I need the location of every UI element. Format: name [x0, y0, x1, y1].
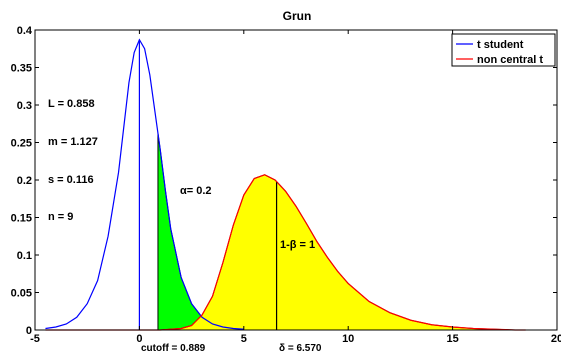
- series-line-non-central-t: [45, 174, 526, 331]
- annotation-alpha: α= 0.2: [180, 185, 212, 197]
- y-tick-label: 0.2: [17, 175, 32, 187]
- y-tick-label: 0.1: [17, 250, 32, 262]
- x-tick-label: 5: [241, 333, 247, 345]
- x-tick-label: -5: [30, 333, 40, 345]
- y-tick-label: 0.15: [11, 213, 32, 225]
- y-tick-label: 0.25: [11, 138, 32, 150]
- x-tick-label: 15: [446, 333, 458, 345]
- legend: t student non central t: [451, 33, 556, 67]
- legend-label-non-central-t: non central t: [477, 54, 543, 66]
- x-tick-label: 10: [342, 333, 354, 345]
- annotation-s: s = 0.116: [48, 174, 94, 186]
- annotation-delta: δ = 6.570: [279, 343, 322, 354]
- legend-label-t-student: t student: [477, 39, 524, 51]
- annotation-power: 1-β = 1: [280, 239, 315, 251]
- annotation-L: L = 0.858: [48, 98, 95, 110]
- y-tick-label: 0.05: [11, 288, 32, 300]
- y-tick-label: 0: [26, 325, 32, 337]
- y-tick-label: 0.4: [17, 25, 33, 37]
- y-tick-label: 0.35: [11, 63, 32, 75]
- series-line-t-student: [45, 38, 244, 330]
- legend-box: [451, 33, 556, 67]
- annotation-m: m = 1.127: [48, 136, 98, 148]
- annotation-cutoff: cutoff = 0.889: [141, 343, 206, 354]
- x-tick-label: 0: [136, 333, 142, 345]
- curves: [45, 38, 526, 331]
- x-tick-label: 20: [551, 333, 561, 345]
- chart-title: Grun: [283, 9, 312, 23]
- annotation-n: n = 9: [48, 211, 73, 223]
- vertical-lines: [138, 39, 278, 330]
- shaded-region-power: [157, 174, 526, 331]
- shaded-regions: [157, 133, 526, 331]
- y-tick-label: 0.3: [17, 100, 32, 112]
